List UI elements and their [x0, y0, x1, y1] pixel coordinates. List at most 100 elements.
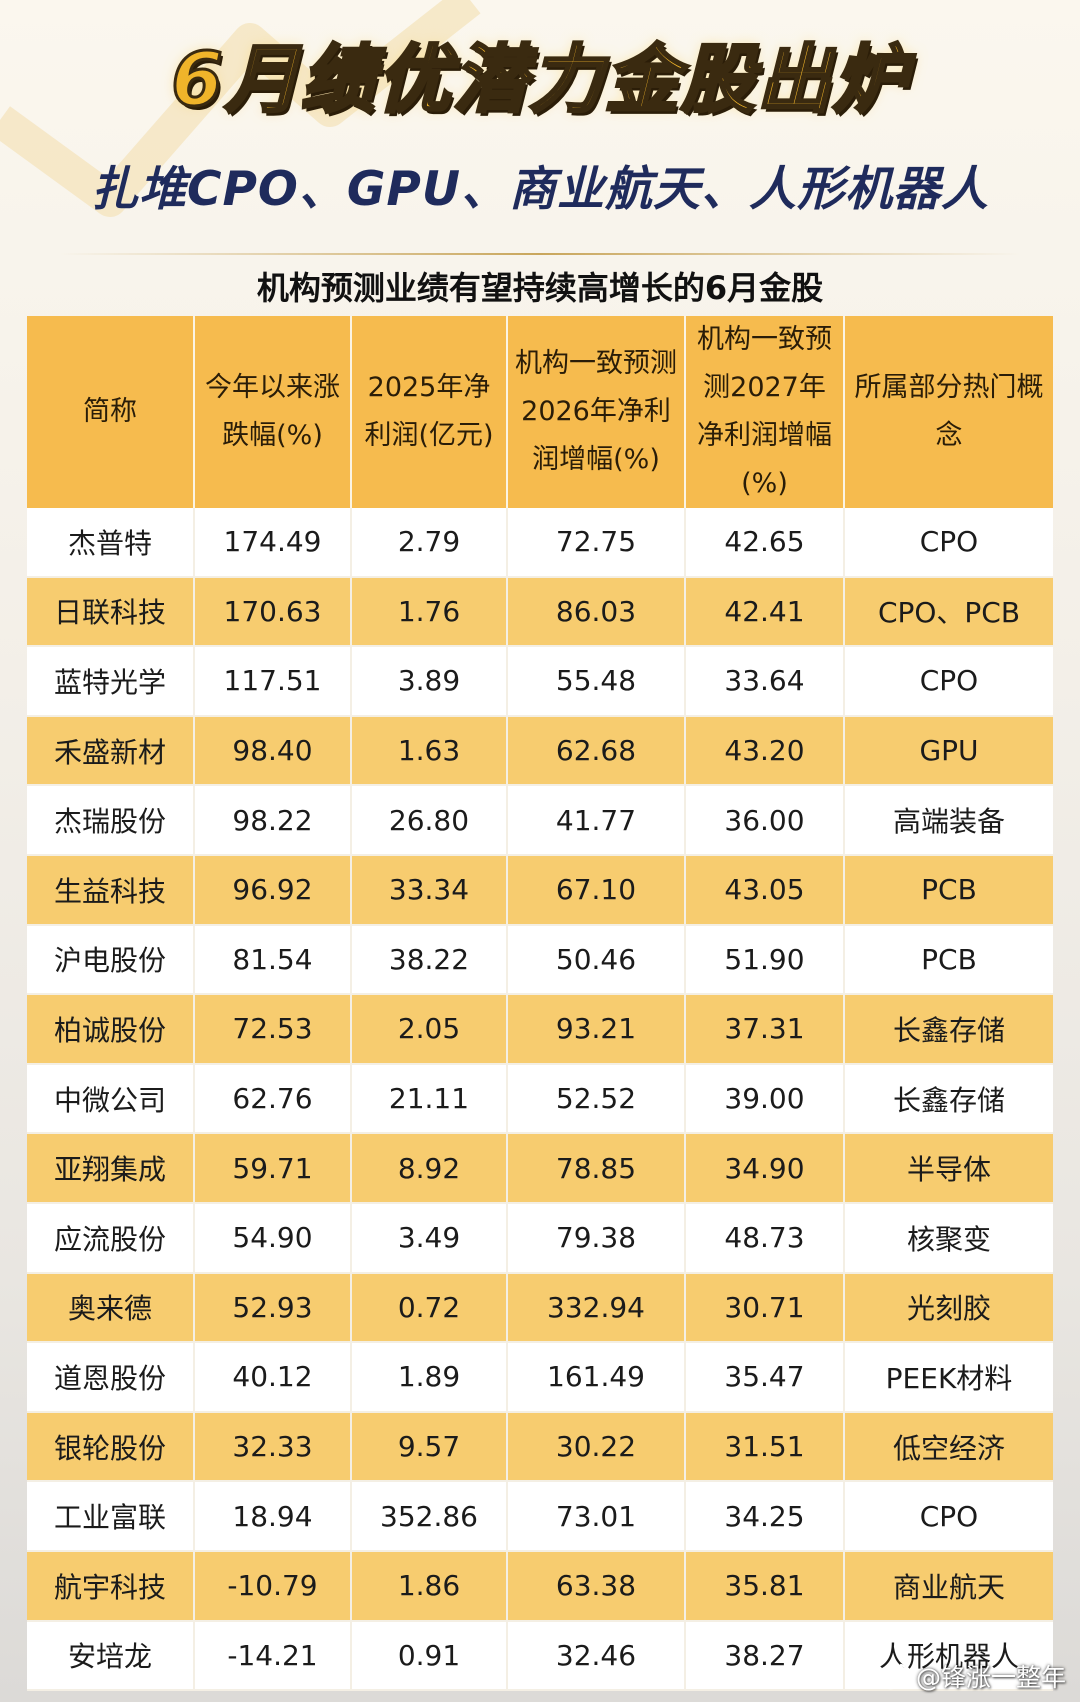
table-cell: 62.68	[507, 715, 686, 786]
stock-name-cell: 柏诚股份	[27, 994, 195, 1064]
watermark-text: @锋涨一整年	[915, 1663, 1066, 1692]
table-row: 工业富联 18.94 352.86 73.01 34.25 CPO	[27, 1481, 1053, 1551]
table-cell: 35.81	[685, 1550, 845, 1621]
table-cell: 43.20	[685, 715, 845, 786]
table-header: 简称 今年以来涨跌幅(%) 2025年净利润(亿元) 机构一致预测2026年净利润增幅…	[27, 316, 1053, 508]
stock-name-cell: 奥来德	[27, 1272, 195, 1343]
table-cell: CPO	[844, 508, 1053, 577]
table-cell: 38.22	[351, 924, 508, 995]
stock-name-cell: 亚翔集成	[27, 1133, 195, 1203]
table-cell: 3.49	[351, 1202, 508, 1273]
table-cell: 41.77	[507, 785, 686, 855]
stock-name-cell: 禾盛新材	[27, 715, 195, 786]
table-cell: 30.22	[507, 1411, 686, 1482]
table-cell: 117.51	[194, 646, 352, 716]
table-cell: 81.54	[194, 924, 352, 995]
table-cell: 72.75	[507, 508, 686, 577]
table-cell: 43.05	[685, 854, 845, 925]
page-subtitle: 扎堆CPO、GPU、商业航天、人形机器人	[90, 162, 990, 217]
table-cell: 48.73	[685, 1202, 845, 1273]
table-cell: 人形机器人	[844, 1620, 1053, 1691]
table-cell: 174.49	[194, 508, 352, 577]
table-cell: 32.33	[194, 1411, 352, 1482]
table-cell: 86.03	[507, 576, 686, 647]
stock-name-cell: 杰普特	[27, 508, 195, 577]
table-cell: 33.34	[351, 854, 508, 925]
table-row: 柏诚股份 72.53 2.05 93.21 37.31 长鑫存储	[27, 994, 1053, 1064]
table-cell: 79.38	[507, 1202, 686, 1273]
table-row: 蓝特光学 117.51 3.89 55.48 33.64 CPO	[27, 646, 1053, 716]
table-cell: 8.92	[351, 1133, 508, 1203]
table-row: 禾盛新材 98.40 1.63 62.68 43.20 GPU	[27, 715, 1053, 786]
table-cell: 34.90	[685, 1133, 845, 1203]
table-cell: 光刻胶	[844, 1272, 1053, 1343]
table-cell: PEEK材料	[844, 1342, 1053, 1412]
table-cell: 51.90	[685, 924, 845, 995]
stock-name-cell: 生益科技	[27, 854, 195, 925]
stock-name-cell: 沪电股份	[27, 924, 195, 995]
table-cell: 73.01	[507, 1481, 686, 1551]
table-cell: 42.41	[685, 576, 845, 647]
table-cell: 1.89	[351, 1342, 508, 1412]
table-cell: 2.79	[351, 508, 508, 577]
table-cell: -10.79	[194, 1550, 352, 1621]
table-row: 银轮股份 32.33 9.57 30.22 31.51 低空经济	[27, 1411, 1053, 1482]
table-cell: 59.71	[194, 1133, 352, 1203]
table-row: 杰瑞股份 98.22 26.80 41.77 36.00 高端装备	[27, 785, 1053, 855]
table-row: 亚翔集成 59.71 8.92 78.85 34.90 半导体	[27, 1133, 1053, 1203]
stock-name-cell: 蓝特光学	[27, 646, 195, 716]
table-cell: 34.25	[685, 1481, 845, 1551]
table-cell: 332.94	[507, 1272, 686, 1343]
column-header: 机构一致预测2026年净利润增幅(%)	[507, 316, 686, 508]
table-row: 奥来德 52.93 0.72 332.94 30.71 光刻胶	[27, 1272, 1053, 1343]
table-cell: 1.63	[351, 715, 508, 786]
table-cell: 170.63	[194, 576, 352, 647]
table-cell: 39.00	[685, 1063, 845, 1134]
table-cell: 31.51	[685, 1411, 845, 1482]
table-row: 生益科技 96.92 33.34 67.10 43.05 PCB	[27, 854, 1053, 925]
table-cell: 37.31	[685, 994, 845, 1064]
table-cell: 0.72	[351, 1272, 508, 1343]
table-cell: 78.85	[507, 1133, 686, 1203]
table-cell: 18.94	[194, 1481, 352, 1551]
stock-name-cell: 中微公司	[27, 1063, 195, 1134]
stock-name-cell: 日联科技	[27, 576, 195, 647]
table-cell: GPU	[844, 715, 1053, 786]
table-cell: 62.76	[194, 1063, 352, 1134]
table-cell: 55.48	[507, 646, 686, 716]
table-cell: 93.21	[507, 994, 686, 1064]
table-cell: 63.38	[507, 1550, 686, 1621]
column-header: 机构一致预测2027年净利润增幅(%)	[685, 316, 845, 508]
weibo-icon	[876, 1663, 909, 1690]
stock-name-cell: 银轮股份	[27, 1411, 195, 1482]
table-cell: 352.86	[351, 1481, 508, 1551]
table-body: 杰普特 174.49 2.79 72.75 42.65 CPO 日联科技 170.63 1.76…	[27, 508, 1053, 1691]
table-cell: 商业航天	[844, 1550, 1053, 1621]
table-row: 道恩股份 40.12 1.89 161.49 35.47 PEEK材料	[27, 1342, 1053, 1412]
table-cell: 98.40	[194, 715, 352, 786]
table-cell: CPO	[844, 1481, 1053, 1551]
table-cell: CPO	[844, 646, 1053, 716]
table-cell: 50.46	[507, 924, 686, 995]
table-cell: 半导体	[844, 1133, 1053, 1203]
table-cell: 低空经济	[844, 1411, 1053, 1482]
column-header: 今年以来涨跌幅(%)	[194, 316, 352, 508]
table-cell: -14.21	[194, 1620, 352, 1691]
table-cell: 核聚变	[844, 1202, 1053, 1273]
stock-name-cell: 杰瑞股份	[27, 785, 195, 855]
table-cell: 161.49	[507, 1342, 686, 1412]
table-row: 杰普特 174.49 2.79 72.75 42.65 CPO	[27, 508, 1053, 577]
table-cell: 33.64	[685, 646, 845, 716]
stock-name-cell: 航宇科技	[27, 1550, 195, 1621]
table-cell: 42.65	[685, 508, 845, 577]
table-cell: 38.27	[685, 1620, 845, 1691]
table-row: 沪电股份 81.54 38.22 50.46 51.90 PCB	[27, 924, 1053, 995]
stock-name-cell: 安培龙	[27, 1620, 195, 1691]
table-cell: 长鑫存储	[844, 994, 1053, 1064]
table-cell: 0.91	[351, 1620, 508, 1691]
table-row: 安培龙 -14.21 0.91 32.46 38.27 人形机器人	[27, 1620, 1053, 1691]
table-cell: 3.89	[351, 646, 508, 716]
table-cell: 52.52	[507, 1063, 686, 1134]
stock-name-cell: 工业富联	[27, 1481, 195, 1551]
table-cell: 1.86	[351, 1550, 508, 1621]
